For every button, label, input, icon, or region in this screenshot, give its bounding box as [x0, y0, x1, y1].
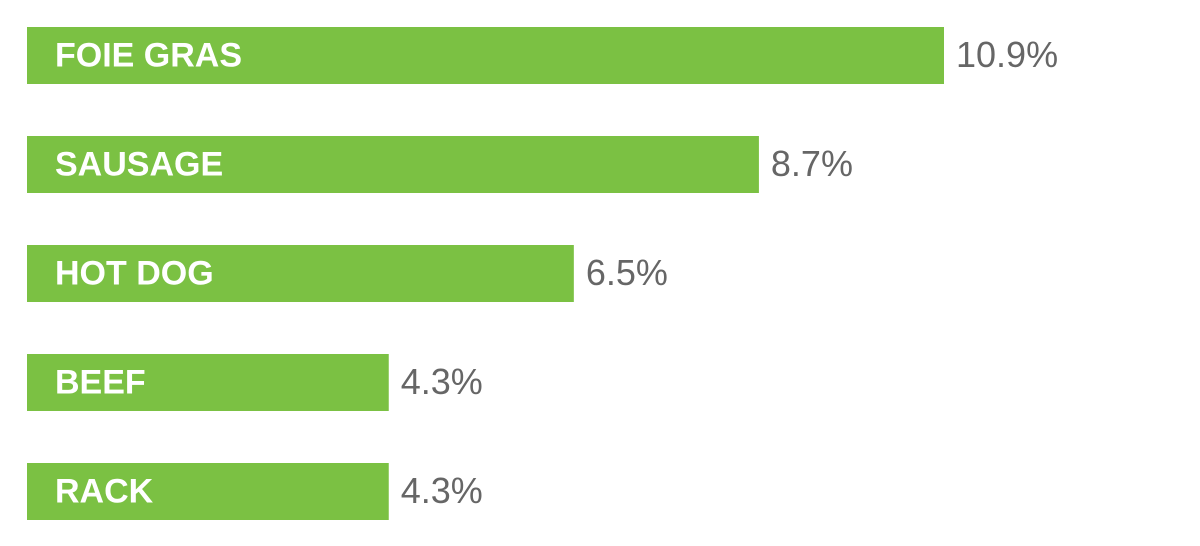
- bar: [27, 27, 944, 84]
- bar: [27, 354, 389, 411]
- value-label: 10.9%: [956, 34, 1058, 75]
- category-label: HOT DOG: [55, 254, 214, 292]
- value-label: 4.3%: [401, 470, 483, 511]
- value-label: 8.7%: [771, 143, 853, 184]
- category-label: BEEF: [55, 363, 146, 401]
- category-label: SAUSAGE: [55, 145, 223, 183]
- value-label: 4.3%: [401, 361, 483, 402]
- category-label: RACK: [55, 472, 154, 510]
- value-label: 6.5%: [586, 252, 668, 293]
- bar: [27, 463, 389, 520]
- bar: [27, 136, 759, 193]
- category-label: FOIE GRAS: [55, 36, 242, 74]
- bar: [27, 245, 574, 302]
